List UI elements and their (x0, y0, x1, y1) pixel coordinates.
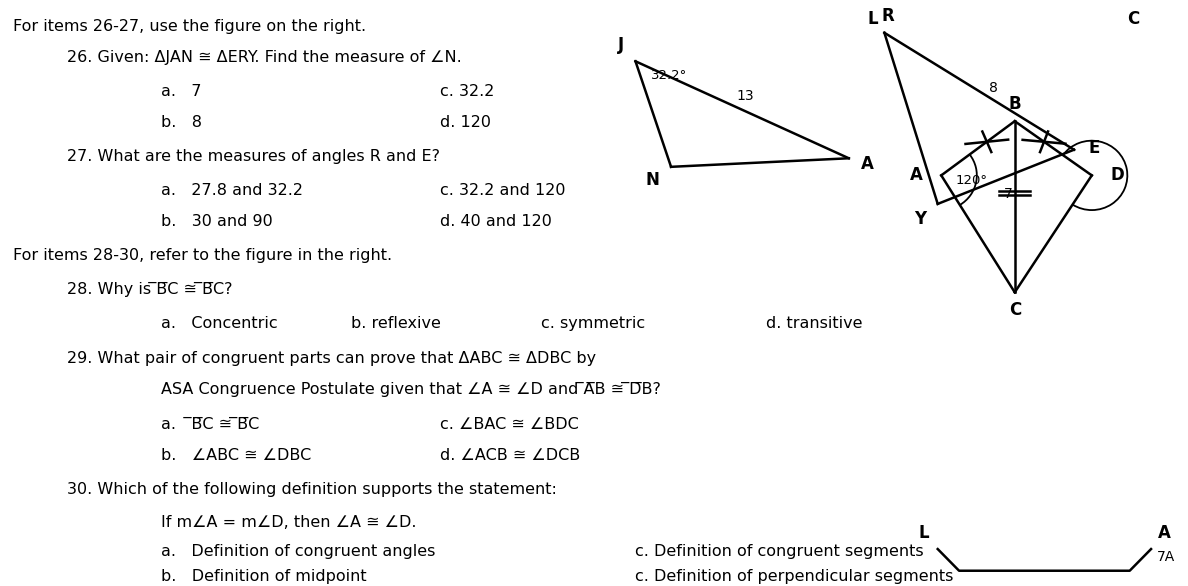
Text: d. transitive: d. transitive (766, 316, 862, 331)
Text: d. 120: d. 120 (440, 115, 491, 131)
Text: N: N (645, 171, 659, 189)
Text: 32.2°: 32.2° (651, 69, 687, 82)
Text: 7A: 7A (1156, 550, 1175, 564)
Text: b. reflexive: b. reflexive (350, 316, 441, 331)
Text: c. 32.2 and 120: c. 32.2 and 120 (440, 183, 565, 198)
Text: a.   7: a. 7 (162, 84, 202, 99)
Text: C: C (1127, 10, 1139, 28)
Text: Y: Y (914, 210, 925, 227)
Text: 8: 8 (988, 81, 998, 96)
Text: L: L (867, 10, 878, 28)
Text: b.   ∠ABC ≅ ∠DBC: b. ∠ABC ≅ ∠DBC (162, 448, 311, 463)
Text: 27. What are the measures of angles R and E?: 27. What are the measures of angles R an… (67, 149, 440, 163)
Text: a.   Definition of congruent angles: a. Definition of congruent angles (162, 544, 436, 560)
Text: a.   Concentric: a. Concentric (162, 316, 278, 331)
Text: c. Definition of perpendicular segments: c. Definition of perpendicular segments (636, 569, 954, 584)
Text: 29. What pair of congruent parts can prove that ΔABC ≅ ΔDBC by: 29. What pair of congruent parts can pro… (67, 350, 595, 366)
Text: b.   Definition of midpoint: b. Definition of midpoint (162, 569, 367, 584)
Text: A: A (910, 166, 922, 185)
Text: B: B (1009, 94, 1020, 113)
Text: a.   ̅B̅C ≅ ̅B̅C: a. ̅B̅C ≅ ̅B̅C (162, 417, 260, 432)
Text: C: C (1009, 301, 1020, 319)
Text: For items 28-30, refer to the figure in the right.: For items 28-30, refer to the figure in … (13, 248, 392, 263)
Text: b.   8: b. 8 (162, 115, 202, 131)
Text: b.   30 and 90: b. 30 and 90 (162, 214, 273, 229)
Text: A: A (1158, 524, 1171, 542)
Text: a.   27.8 and 32.2: a. 27.8 and 32.2 (162, 183, 303, 198)
Text: A: A (860, 155, 873, 173)
Text: 30. Which of the following definition supports the statement:: 30. Which of the following definition su… (67, 482, 556, 498)
Text: D: D (1111, 166, 1125, 185)
Text: 120°: 120° (955, 174, 987, 187)
Text: c. symmetric: c. symmetric (541, 316, 645, 331)
Text: If m∠A = m∠D, then ∠A ≅ ∠D.: If m∠A = m∠D, then ∠A ≅ ∠D. (162, 515, 417, 530)
Text: c. Definition of congruent segments: c. Definition of congruent segments (636, 544, 924, 560)
Text: R: R (881, 8, 895, 25)
Text: E: E (1088, 139, 1100, 157)
Text: 13: 13 (737, 89, 754, 103)
Text: J: J (618, 36, 624, 54)
Text: 28. Why is ̅B̅C ≅ ̅B̅C?: 28. Why is ̅B̅C ≅ ̅B̅C? (67, 282, 232, 297)
Text: ASA Congruence Postulate given that ∠A ≅ ∠D and ̅A̅B ≅ ̅D̅B?: ASA Congruence Postulate given that ∠A ≅… (162, 383, 662, 397)
Text: For items 26-27, use the figure on the right.: For items 26-27, use the figure on the r… (13, 19, 366, 33)
Text: 26. Given: ΔJAN ≅ ΔERY. Find the measure of ∠N.: 26. Given: ΔJAN ≅ ΔERY. Find the measure… (67, 50, 461, 65)
Text: d. 40 and 120: d. 40 and 120 (440, 214, 551, 229)
Text: d. ∠ACB ≅ ∠DCB: d. ∠ACB ≅ ∠DCB (440, 448, 580, 463)
Text: c. ∠BAC ≅ ∠BDC: c. ∠BAC ≅ ∠BDC (440, 417, 579, 432)
Text: c. 32.2: c. 32.2 (440, 84, 494, 99)
Text: L: L (918, 524, 929, 542)
Text: 7: 7 (1004, 187, 1012, 201)
